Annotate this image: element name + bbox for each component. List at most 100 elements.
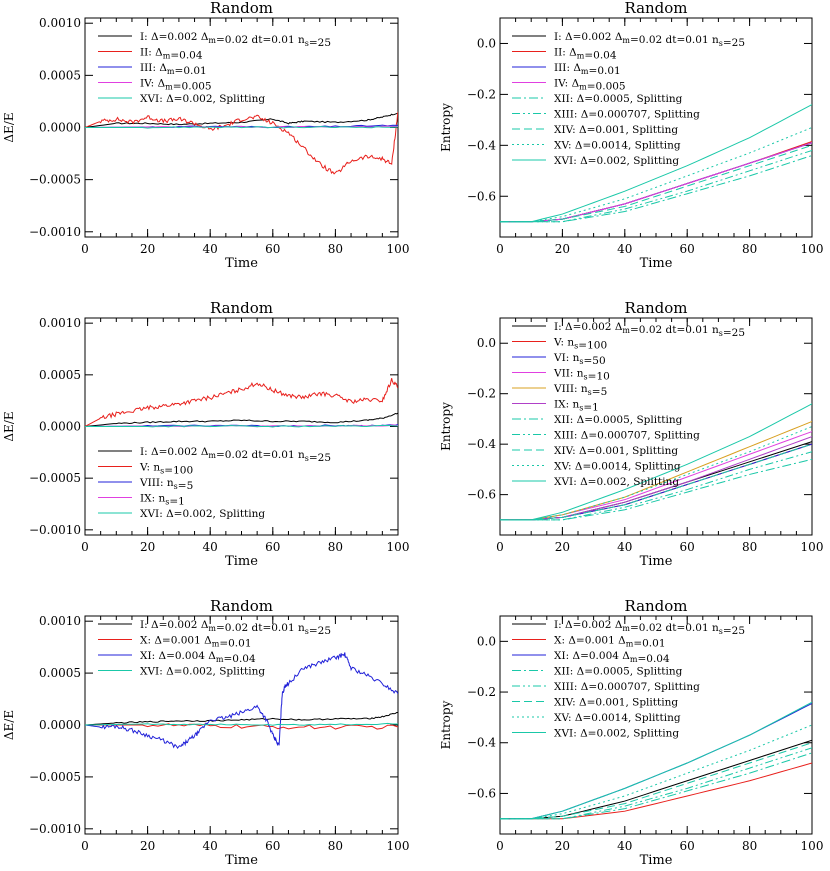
y-tick-label: 0.0010 <box>39 316 81 330</box>
legend-entry: XI: Δ=0.004 Δm=0.04 <box>554 650 670 665</box>
y-tick-label: −0.0010 <box>29 225 81 239</box>
series-line-7 <box>500 451 812 521</box>
legend-entry: XIII: Δ=0.000707, Splitting <box>554 681 700 693</box>
x-tick-label: 100 <box>387 839 410 853</box>
y-tick-label: −0.4 <box>467 138 497 152</box>
x-tick-label: 40 <box>203 540 218 554</box>
x-tick-label: 40 <box>203 242 218 256</box>
y-axis-label: ΔE/E <box>2 411 16 441</box>
legend-label: VII: ns=10 <box>553 368 610 383</box>
legend-entry: XVI: Δ=0.002, Splitting <box>554 728 679 740</box>
legend-entry: I: Δ=0.002 Δm=0.02 dt=0.01 ns=25 <box>554 619 745 637</box>
legend-entry: XII: Δ=0.0005, Splitting <box>554 93 683 105</box>
legend-label: XII: Δ=0.0005, Splitting <box>554 666 683 678</box>
legend-entry: IX: ns=1 <box>140 493 185 508</box>
x-tick-label: 60 <box>265 242 280 256</box>
y-tick-label: 0.0 <box>477 36 496 50</box>
x-tick-label: 40 <box>617 242 632 256</box>
y-axis-label: Entropy <box>439 402 453 451</box>
legend-label: XVI: Δ=0.002, Splitting <box>554 155 679 167</box>
x-tick-label: 20 <box>555 242 570 256</box>
legend-entry: IV: Δm=0.005 <box>554 78 626 93</box>
y-axis-label: ΔE/E <box>2 112 16 142</box>
series-line-4 <box>500 747 812 820</box>
x-tick-label: 80 <box>328 242 343 256</box>
series-line-1 <box>85 111 398 175</box>
legend-label: I: Δ=0.002 Δm=0.02 dt=0.01 ns=25 <box>140 619 331 637</box>
series-line-3 <box>500 752 812 820</box>
x-tick-label: 20 <box>140 540 155 554</box>
legend-entry: X: Δ=0.001 Δm=0.01 <box>140 635 252 650</box>
chart-title: Random <box>624 597 687 615</box>
legend-label: XVI: Δ=0.002, Splitting <box>554 728 679 740</box>
legend-label: XVI: Δ=0.002, Splitting <box>140 666 265 678</box>
x-tick-label: 60 <box>265 839 280 853</box>
legend-label: XIV: Δ=0.001, Splitting <box>554 697 678 709</box>
y-tick-label: −0.0010 <box>29 822 81 836</box>
legend-entry: XIV: Δ=0.001, Splitting <box>554 697 678 709</box>
legend-entry: XIII: Δ=0.000707, Splitting <box>554 430 700 442</box>
chart-panel-s2: Random 0 20 40 60 80 100 0.0 −0.2 −0.4 −0.6 Time Ent… <box>439 299 823 569</box>
legend-label: IX: ns=1 <box>140 493 185 508</box>
legend-label: XIII: Δ=0.000707, Splitting <box>554 681 700 693</box>
legend-label: III: Δm=0.01 <box>554 62 621 77</box>
x-tick-label: 100 <box>801 540 824 554</box>
x-tick-label: 80 <box>742 839 757 853</box>
chart-panel-e1: Random 0 20 40 60 80 100 0.0010 0.0005 0.0000 −0.0… <box>2 0 409 271</box>
x-tick-label: 100 <box>387 242 410 256</box>
chart-title: Random <box>624 299 687 317</box>
chart-panel-e3: Random 0 20 40 60 80 100 0.0010 0.0005 0.0000 −0.0… <box>2 597 409 868</box>
x-axis-label: Time <box>640 853 673 868</box>
x-tick-label: 40 <box>617 839 632 853</box>
legend-entry: XI: Δ=0.004 Δm=0.04 <box>140 650 256 665</box>
y-tick-label: 0.0010 <box>39 614 81 628</box>
series-line-0 <box>85 412 398 427</box>
legend-entry: XIV: Δ=0.001, Splitting <box>554 124 678 136</box>
x-tick-label: 100 <box>801 242 824 256</box>
x-tick-label: 40 <box>203 839 218 853</box>
y-tick-label: 0.0005 <box>39 68 81 82</box>
chart-title: Random <box>210 597 273 615</box>
x-axis-label: Time <box>640 256 673 271</box>
y-tick-label: −0.0005 <box>29 471 81 485</box>
series-line-2 <box>85 652 398 750</box>
legend-entry: XVI: Δ=0.002, Splitting <box>554 476 679 488</box>
legend-label: IV: Δm=0.005 <box>554 78 626 93</box>
y-tick-label: −0.6 <box>467 189 496 203</box>
legend-entry: I: Δ=0.002 Δm=0.02 dt=0.01 ns=25 <box>140 446 331 464</box>
series-line-0 <box>85 711 398 726</box>
legend-entry: XVI: Δ=0.002, Splitting <box>554 155 679 167</box>
legend-entry: XIV: Δ=0.001, Splitting <box>554 445 678 457</box>
y-tick-label: −0.2 <box>467 685 496 699</box>
plot-frame <box>499 317 813 536</box>
series-line-4 <box>85 126 398 129</box>
chart-title: Random <box>210 299 273 317</box>
legend-label: V: ns=100 <box>553 337 607 352</box>
legend-label: XIV: Δ=0.001, Splitting <box>554 445 678 457</box>
legend-entry: I: Δ=0.002 Δm=0.02 dt=0.01 ns=25 <box>140 31 331 49</box>
series-line-10 <box>500 403 812 521</box>
legend-label: XIV: Δ=0.001, Splitting <box>554 124 678 136</box>
series-line-1 <box>85 723 398 730</box>
legend-entry: XVI: Δ=0.002, Splitting <box>140 666 265 678</box>
legend-label: I: Δ=0.002 Δm=0.02 dt=0.01 ns=25 <box>554 619 745 637</box>
y-tick-label: 0.0 <box>477 336 496 350</box>
legend-label: I: Δ=0.002 Δm=0.02 dt=0.01 ns=25 <box>140 446 331 464</box>
legend-entry: IX: ns=1 <box>554 399 599 414</box>
legend-label: I: Δ=0.002 Δm=0.02 dt=0.01 ns=25 <box>140 31 331 49</box>
legend-label: II: Δm=0.04 <box>140 47 203 62</box>
x-tick-label: 0 <box>81 242 89 256</box>
chart-title: Random <box>624 0 687 17</box>
legend-label: XI: Δ=0.004 Δm=0.04 <box>554 650 670 665</box>
y-tick-label: 0.0005 <box>39 666 81 680</box>
legend-label: XV: Δ=0.0014, Splitting <box>554 712 681 724</box>
legend-entry: XV: Δ=0.0014, Splitting <box>554 140 681 152</box>
series-line-8 <box>500 104 812 223</box>
legend-label: I: Δ=0.002 Δm=0.02 dt=0.01 ns=25 <box>554 321 745 339</box>
x-tick-label: 0 <box>496 839 504 853</box>
series-line-1 <box>85 378 398 427</box>
legend-label: IX: ns=1 <box>554 399 599 414</box>
legend-label: XIII: Δ=0.000707, Splitting <box>554 109 700 121</box>
y-tick-label: −0.2 <box>467 387 496 401</box>
x-tick-label: 80 <box>742 242 757 256</box>
